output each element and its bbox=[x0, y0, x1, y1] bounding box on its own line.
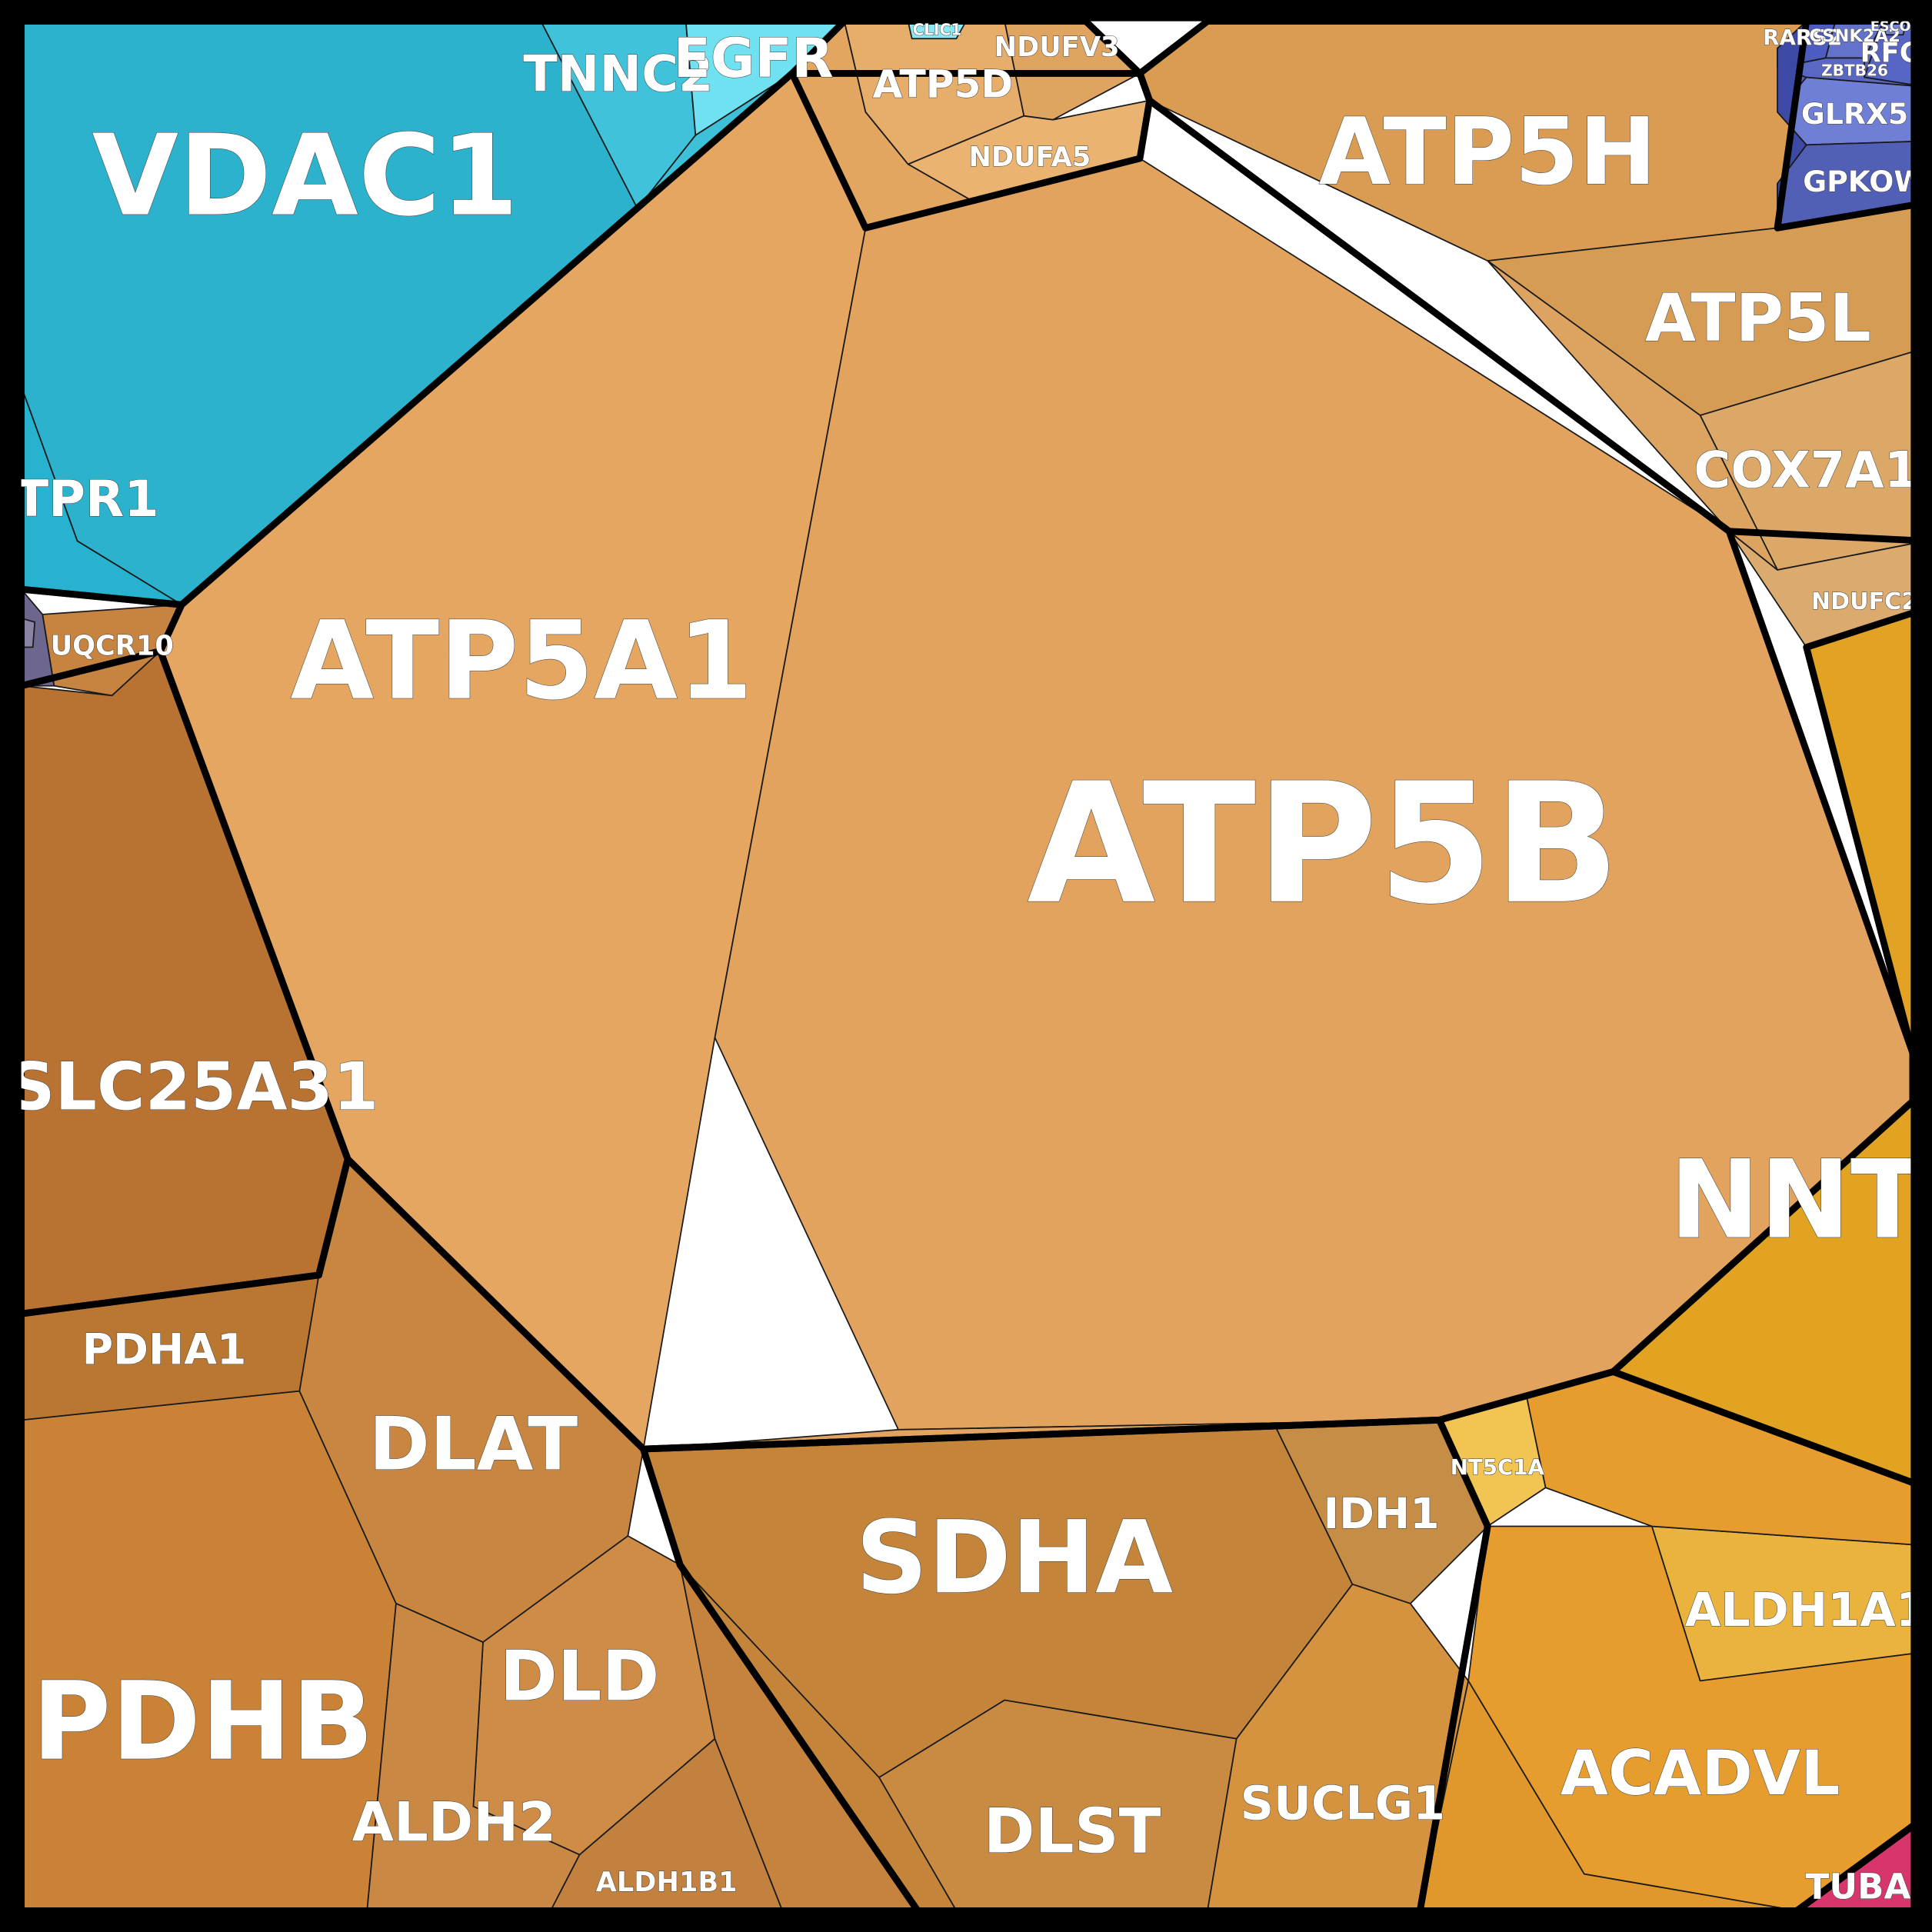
label-NT5C1A: NT5C1A bbox=[1451, 1454, 1545, 1480]
label-ALDH1B1: ALDH1B1 bbox=[596, 1867, 738, 1898]
label-ACADVL: ACADVL bbox=[1561, 1737, 1840, 1809]
label-GPKOW: GPKOW bbox=[1803, 165, 1926, 198]
voronoi-treemap: ATP5BATP5A1ATP5HATP5LCOX7A1NDUFC2ATP5DND… bbox=[0, 0, 1932, 1932]
label-ZBTB26: ZBTB26 bbox=[1821, 61, 1888, 79]
label-PDHA1: PDHA1 bbox=[82, 1326, 247, 1375]
groups-layer bbox=[22, 22, 1927, 1911]
label-ATP5H: ATP5H bbox=[1319, 98, 1657, 206]
label-DLST: DLST bbox=[984, 1794, 1161, 1867]
label-ATP5B: ATP5B bbox=[1027, 747, 1620, 941]
label-VDAC1: VDAC1 bbox=[92, 112, 519, 242]
label-COX7A1: COX7A1 bbox=[1694, 441, 1919, 500]
label-IDH1: IDH1 bbox=[1324, 1490, 1440, 1539]
label-NDUFV3: NDUFV3 bbox=[994, 32, 1120, 63]
label-NNT: NNT bbox=[1669, 1138, 1924, 1264]
label-SUCLG1: SUCLG1 bbox=[1241, 1777, 1445, 1830]
label-ATP5L: ATP5L bbox=[1645, 281, 1871, 357]
label-ITPR1: ITPR1 bbox=[0, 470, 159, 528]
label-ALDH1A1: ALDH1A1 bbox=[1685, 1584, 1928, 1637]
label-DLAT: DLAT bbox=[369, 1401, 578, 1487]
label-NDUFC2: NDUFC2 bbox=[1811, 588, 1917, 615]
label-UQCR10: UQCR10 bbox=[51, 631, 174, 662]
label-PDHB: PDHB bbox=[32, 1659, 374, 1785]
label-ATP5A1: ATP5A1 bbox=[290, 598, 753, 724]
label-EGFR: EGFR bbox=[674, 27, 834, 90]
label-SDHA: SDHA bbox=[855, 1499, 1173, 1616]
label-NDUFA5: NDUFA5 bbox=[968, 142, 1091, 173]
label-ALDH2: ALDH2 bbox=[352, 1790, 556, 1854]
label-GLRX5: GLRX5 bbox=[1801, 97, 1908, 131]
label-SLC25A31: SLC25A31 bbox=[8, 1050, 378, 1126]
label-CLIC1: CLIC1 bbox=[912, 21, 961, 39]
label-DLD: DLD bbox=[500, 1636, 660, 1717]
label-ATP5D: ATP5D bbox=[872, 62, 1013, 107]
